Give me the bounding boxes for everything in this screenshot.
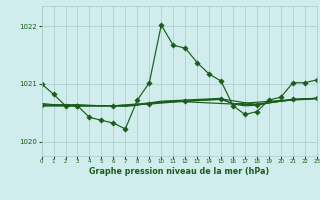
- X-axis label: Graphe pression niveau de la mer (hPa): Graphe pression niveau de la mer (hPa): [89, 167, 269, 176]
